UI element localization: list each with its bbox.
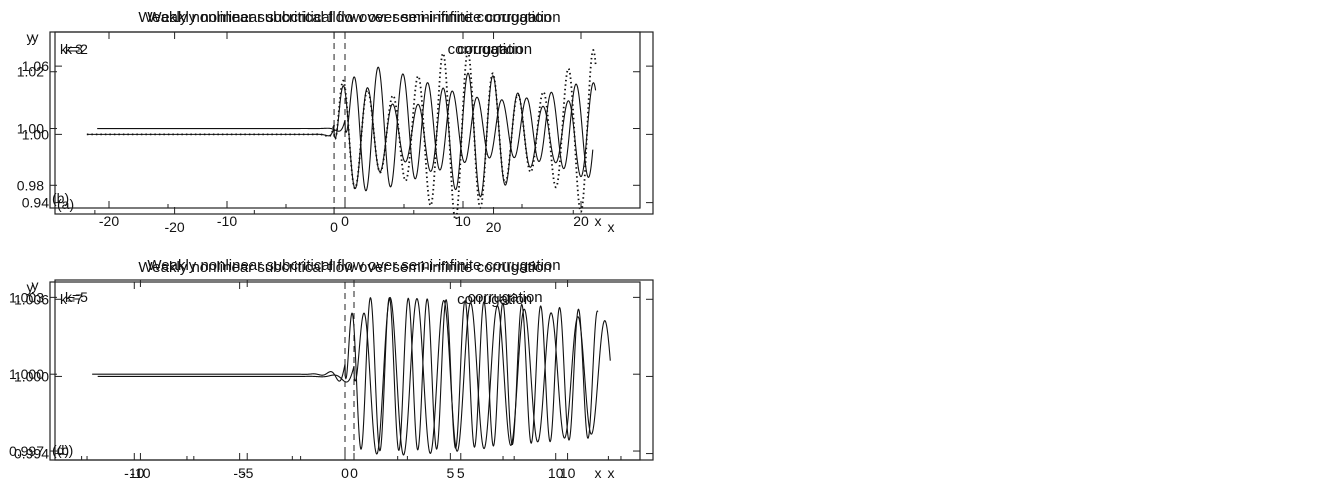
panel-a: Weakly nonlinear subcritical flow over s…: [0, 0, 660, 240]
y-axis-label: y: [27, 29, 34, 45]
y-tick-label: 1.00: [22, 126, 49, 142]
panel-d: Weakly nonlinear subcritical flow over s…: [0, 250, 655, 492]
k-label: k=7: [60, 291, 83, 307]
corrugation-annotation: corrugation: [448, 41, 523, 58]
x-tick-label: 0: [330, 219, 338, 235]
y-tick-label: 0.98: [17, 177, 44, 193]
y-tick-label: 1.00: [17, 121, 44, 137]
chart-svg: Weakly nonlinear subcritical flow over s…: [22, 9, 654, 235]
y-tick-label: 1.006: [14, 291, 49, 307]
chart-title: Weakly nonlinear subcritical flow over s…: [138, 9, 551, 26]
y-tick-label: 1.000: [14, 368, 49, 384]
x-tick-label: 10: [548, 465, 564, 481]
k-label: k=2: [65, 41, 88, 57]
chart-title: Weakly nonlinear subcritical flow over s…: [138, 259, 551, 276]
panel-c: Weakly nonlinear subcritical flow over s…: [0, 250, 660, 492]
k-label: k=3: [60, 41, 83, 57]
x-tick-label: -5: [241, 465, 254, 481]
panel-label: (c): [57, 442, 73, 458]
corrugation-annotation: corrugation: [457, 41, 532, 58]
k-label: k=5: [65, 289, 88, 305]
corrugation-annotation: corrugation: [468, 289, 543, 306]
x-tick-label: -5: [233, 465, 246, 481]
x-tick-label: 20: [486, 219, 502, 235]
series-solid-line: [97, 296, 611, 456]
chart-svg: Weakly nonlinear subcritical flow over s…: [9, 259, 641, 481]
y-tick-label: 1.000: [9, 366, 44, 382]
corrugation-annotation: corrugation: [457, 291, 532, 308]
x-axis-label: x: [595, 213, 602, 229]
y-tick-label: 0.994: [14, 446, 49, 462]
chart-svg: Weakly nonlinear subcritical flow over s…: [14, 257, 654, 481]
x-tick-label: -20: [99, 213, 119, 229]
y-axis-label: y: [32, 29, 39, 45]
x-tick-label: -20: [164, 219, 184, 235]
x-tick-label: -10: [124, 465, 144, 481]
x-axis-label: x: [595, 465, 602, 481]
chart-title: Weakly nonlinear subcritical flow over s…: [147, 9, 560, 26]
x-tick-label: 10: [560, 465, 576, 481]
x-tick-label: 10: [455, 213, 471, 229]
chart-title: Weakly nonlinear subcritical flow over s…: [147, 257, 560, 274]
y-tick-label: 1.02: [17, 64, 44, 80]
x-tick-label: 5: [446, 465, 454, 481]
x-tick-label: 0: [341, 465, 349, 481]
y-tick-label: 0.997: [9, 443, 44, 459]
x-tick-label: 0: [341, 213, 349, 229]
panel-b: Weakly nonlinear subcritical flow over s…: [0, 0, 655, 240]
y-tick-label: 0.94: [22, 195, 49, 211]
x-tick-label: 5: [457, 465, 465, 481]
y-tick-label: 1.003: [9, 289, 44, 305]
x-axis-label: x: [608, 465, 615, 481]
panel-label: (b): [52, 190, 69, 206]
x-tick-label: 0: [350, 465, 358, 481]
y-tick-label: 1.06: [22, 58, 49, 74]
x-tick-label: -10: [130, 465, 150, 481]
panel-label: (d): [52, 442, 69, 458]
x-axis-label: x: [608, 219, 615, 235]
x-tick-label: -10: [217, 213, 237, 229]
y-axis-label: y: [27, 279, 34, 295]
y-axis-label: y: [32, 277, 39, 293]
series-solid-line: [92, 297, 599, 452]
chart-svg: Weakly nonlinear subcritical flow over s…: [17, 9, 641, 229]
x-tick-label: 20: [573, 213, 589, 229]
series-solid-line: [97, 66, 594, 192]
